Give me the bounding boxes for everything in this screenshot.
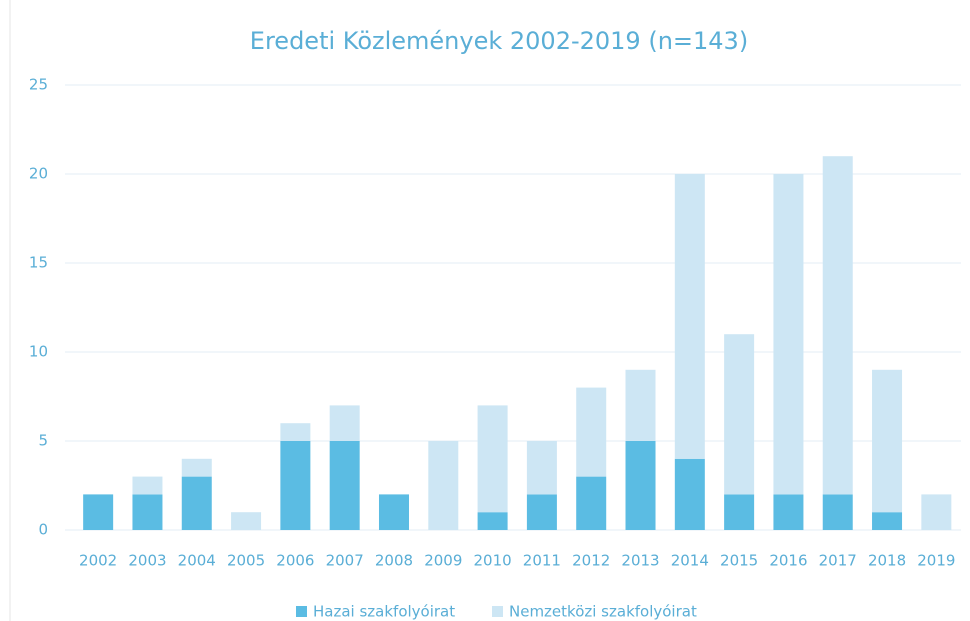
y-tick-label: 20 bbox=[29, 165, 48, 183]
x-tick-label: 2004 bbox=[178, 552, 216, 570]
bar-segment bbox=[625, 441, 656, 530]
y-tick-label: 25 bbox=[29, 76, 48, 94]
y-tick-label: 10 bbox=[29, 343, 48, 361]
legend-label: Nemzetközi szakfolyóirat bbox=[509, 603, 697, 621]
y-tick-label: 0 bbox=[38, 521, 48, 539]
x-tick-label: 2010 bbox=[474, 552, 512, 570]
bar-segment bbox=[231, 512, 262, 530]
legend-swatch bbox=[492, 606, 503, 617]
bar-segment bbox=[576, 476, 607, 530]
bar-segment bbox=[477, 512, 508, 530]
x-tick-label: 2007 bbox=[326, 552, 364, 570]
x-tick-label: 2017 bbox=[819, 552, 857, 570]
bar-segment bbox=[576, 387, 607, 477]
bar-segment bbox=[674, 458, 705, 530]
bar-segment bbox=[872, 369, 903, 513]
bar-segment bbox=[378, 494, 409, 530]
bar-segment bbox=[773, 494, 804, 530]
y-tick-label: 5 bbox=[38, 432, 48, 450]
bar-segment bbox=[724, 334, 755, 495]
x-tick-label: 2011 bbox=[523, 552, 561, 570]
bar-segment bbox=[329, 441, 360, 530]
bar-segment bbox=[526, 494, 557, 530]
x-tick-label: 2015 bbox=[720, 552, 758, 570]
bar-segment bbox=[428, 441, 459, 530]
chart-title: Eredeti Közlemények 2002-2019 (n=143) bbox=[250, 27, 748, 55]
bar-segment bbox=[181, 476, 212, 530]
bar-segment bbox=[83, 494, 114, 530]
x-tick-label: 2013 bbox=[621, 552, 659, 570]
y-tick-label: 15 bbox=[29, 254, 48, 272]
bar-segment bbox=[625, 369, 656, 441]
x-tick-label: 2005 bbox=[227, 552, 265, 570]
legend-label: Hazai szakfolyóirat bbox=[313, 603, 455, 621]
x-tick-label: 2012 bbox=[572, 552, 610, 570]
bar-segment bbox=[773, 174, 804, 495]
bar-segment bbox=[280, 441, 311, 530]
x-tick-label: 2018 bbox=[868, 552, 906, 570]
bar-segment bbox=[132, 494, 163, 530]
bar-segment bbox=[329, 405, 360, 441]
bar-segment bbox=[822, 156, 853, 495]
x-tick-label: 2016 bbox=[769, 552, 807, 570]
x-tick-label: 2019 bbox=[917, 552, 955, 570]
x-tick-label: 2009 bbox=[424, 552, 462, 570]
x-tick-label: 2006 bbox=[276, 552, 314, 570]
bar-segment bbox=[526, 441, 557, 495]
bar-segment bbox=[181, 458, 212, 477]
legend-swatch bbox=[296, 606, 307, 617]
x-tick-label: 2002 bbox=[79, 552, 117, 570]
bar-segment bbox=[477, 405, 508, 513]
x-tick-label: 2014 bbox=[671, 552, 709, 570]
bar-segment bbox=[724, 494, 755, 530]
bar-segment bbox=[921, 494, 952, 530]
bar-segment bbox=[822, 494, 853, 530]
x-tick-label: 2008 bbox=[375, 552, 413, 570]
x-tick-label: 2003 bbox=[128, 552, 166, 570]
bar-segment bbox=[872, 512, 903, 530]
bar-segment bbox=[674, 174, 705, 459]
bar-segment bbox=[132, 476, 163, 495]
bar-segment bbox=[280, 423, 311, 441]
